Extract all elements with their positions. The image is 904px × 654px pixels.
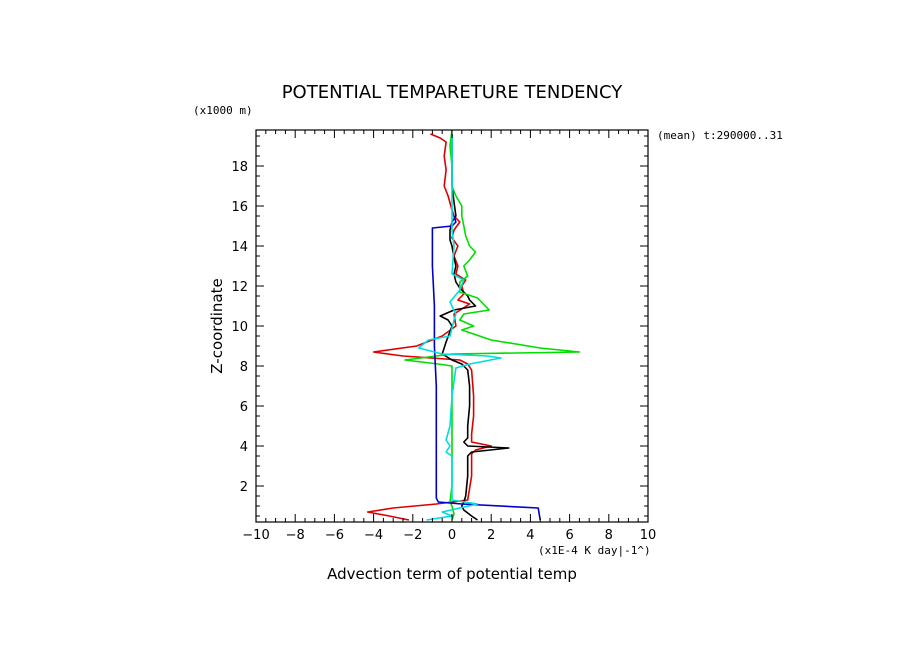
- x-tick-label: −10: [242, 528, 269, 543]
- y-tick-label: 12: [231, 280, 248, 295]
- ticks-layer: −10 −8 −6 −4 −2 0 2 4 6 8 10 2 4 6 8 10 12 14 16 18: [231, 130, 656, 543]
- y-tick-label: 10: [231, 320, 248, 335]
- x-tick-label: 8: [605, 528, 613, 543]
- y-tick-label: 6: [240, 400, 248, 415]
- y-tick-label: 16: [231, 200, 248, 215]
- x-tick-label: 0: [448, 528, 456, 543]
- series-line-2: [439, 134, 510, 521]
- y-axis-unit: (x1000 m): [193, 104, 253, 117]
- x-tick-label: −4: [364, 528, 383, 543]
- x-tick-label: −6: [325, 528, 344, 543]
- series-line-5: [417, 136, 502, 521]
- y-tick-label: 2: [240, 480, 248, 495]
- x-tick-label: 4: [526, 528, 534, 543]
- x-tick-label: 10: [640, 528, 657, 543]
- x-tick-label: 2: [487, 528, 495, 543]
- y-tick-label: 4: [240, 440, 248, 455]
- y-tick-label: 14: [231, 240, 248, 255]
- series-line-4: [431, 215, 541, 521]
- y-axis-label: Z-coordinate: [208, 278, 226, 373]
- series-layer: [366, 129, 581, 521]
- y-tick-label: 18: [231, 160, 248, 175]
- x-tick-label: −2: [403, 528, 422, 543]
- chart-subtitle: (mean) t:290000..31: [657, 129, 783, 142]
- x-tick-label: 6: [565, 528, 573, 543]
- x-axis-label: Advection term of potential temp: [327, 565, 577, 583]
- y-tick-label: 8: [240, 360, 248, 375]
- chart-title: POTENTIAL TEMPARETURE TENDENCY: [282, 82, 624, 103]
- x-axis-unit: (x1E-4 K day|-1^): [538, 544, 651, 557]
- x-tick-label: −8: [286, 528, 305, 543]
- series-line-3: [404, 129, 581, 521]
